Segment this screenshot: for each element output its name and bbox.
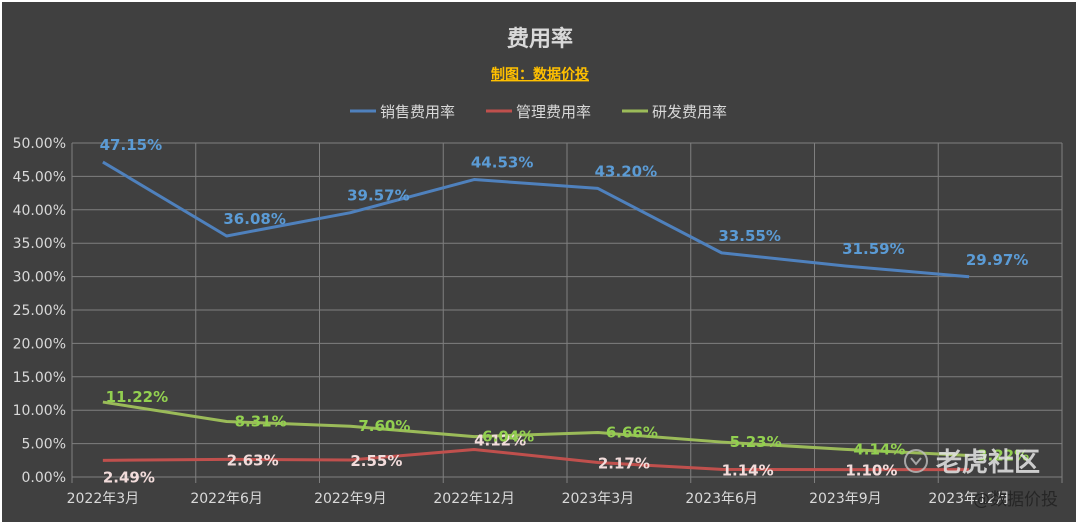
x-tick-label: 2023年6月 — [685, 491, 758, 507]
y-tick-label: 10.00% — [13, 403, 66, 419]
legend-entry: 管理费用率 — [516, 103, 591, 121]
data-label: 33.55% — [718, 227, 780, 245]
x-tick-label: 2022年3月 — [67, 491, 140, 507]
data-label: 8.31% — [235, 412, 287, 430]
data-label: 2.17% — [598, 455, 650, 473]
chart-data-labels: 47.15% 36.08% 39.57% 44.53% 43.20% 33.55% 31.5… — [100, 136, 1030, 486]
tiger-logo-icon — [904, 449, 928, 473]
watermark-brand: 老虎社区 — [936, 447, 1040, 478]
data-label: 44.53% — [471, 154, 533, 172]
y-axis-ticks: 0.00% 5.00% 10.00% 15.00% 20.00% 25.00% 30.00%… — [13, 136, 66, 486]
x-tick-label: 2022年12月 — [433, 491, 514, 507]
data-label: 11.22% — [106, 388, 168, 406]
y-tick-label: 0.00% — [22, 470, 66, 486]
data-label: 6.66% — [606, 424, 658, 442]
x-tick-label: 2023年3月 — [562, 491, 635, 507]
data-label: 29.97% — [966, 251, 1028, 269]
data-label: 43.20% — [595, 162, 657, 180]
data-label: 39.57% — [347, 187, 409, 205]
data-label: 1.10% — [845, 462, 897, 480]
data-label: 2.63% — [227, 451, 279, 469]
data-label: 1.14% — [722, 461, 774, 479]
data-label: 4.14% — [853, 440, 905, 458]
y-tick-label: 20.00% — [13, 336, 66, 352]
data-label: 2.49% — [103, 468, 155, 486]
chart-subtitle: 制图：数据价投 — [491, 66, 589, 83]
data-label: 7.60% — [358, 417, 410, 435]
data-label: 4.12% — [474, 431, 526, 449]
data-label: 31.59% — [842, 240, 904, 258]
chart-legend: 销售费用率 管理费用率 研发费用率 — [350, 103, 727, 121]
data-label: 36.08% — [223, 210, 285, 228]
series-line-1 — [102, 160, 970, 279]
data-label: 3.22% — [977, 446, 1029, 464]
chart-grid — [71, 142, 1063, 483]
x-tick-label: 2023年9月 — [809, 491, 882, 507]
x-tick-label: 2022年9月 — [314, 491, 387, 507]
data-label: 6.04% — [482, 428, 534, 446]
y-tick-label: 35.00% — [13, 236, 66, 252]
y-tick-label: 30.00% — [13, 270, 66, 286]
legend-entry: 研发费用率 — [652, 103, 727, 121]
series-line-2 — [102, 447, 970, 472]
legend-entry: 销售费用率 — [380, 103, 455, 121]
series-line-3 — [102, 400, 970, 457]
x-axis-ticks: 2022年3月 2022年6月 2022年9月 2022年12月 2023年3月 2023… — [67, 491, 1010, 507]
x-tick-label: 2023年12月 — [928, 491, 1009, 507]
y-tick-label: 25.00% — [13, 303, 66, 319]
chart-title: 费用率 — [507, 26, 573, 52]
chart-series — [102, 160, 970, 472]
x-tick-label: 2022年6月 — [190, 491, 263, 507]
data-label: 47.15% — [100, 136, 162, 154]
watermark-handle: @数据价投 — [973, 490, 1058, 510]
data-label: 2.55% — [350, 452, 402, 470]
y-tick-label: 15.00% — [13, 370, 66, 386]
y-tick-label: 45.00% — [13, 169, 66, 185]
y-tick-label: 50.00% — [13, 136, 66, 152]
data-label: 5.23% — [730, 433, 782, 451]
y-tick-label: 40.00% — [13, 203, 66, 219]
watermark: 老虎社区 @数据价投 — [904, 447, 1058, 510]
y-tick-label: 5.00% — [22, 437, 66, 453]
